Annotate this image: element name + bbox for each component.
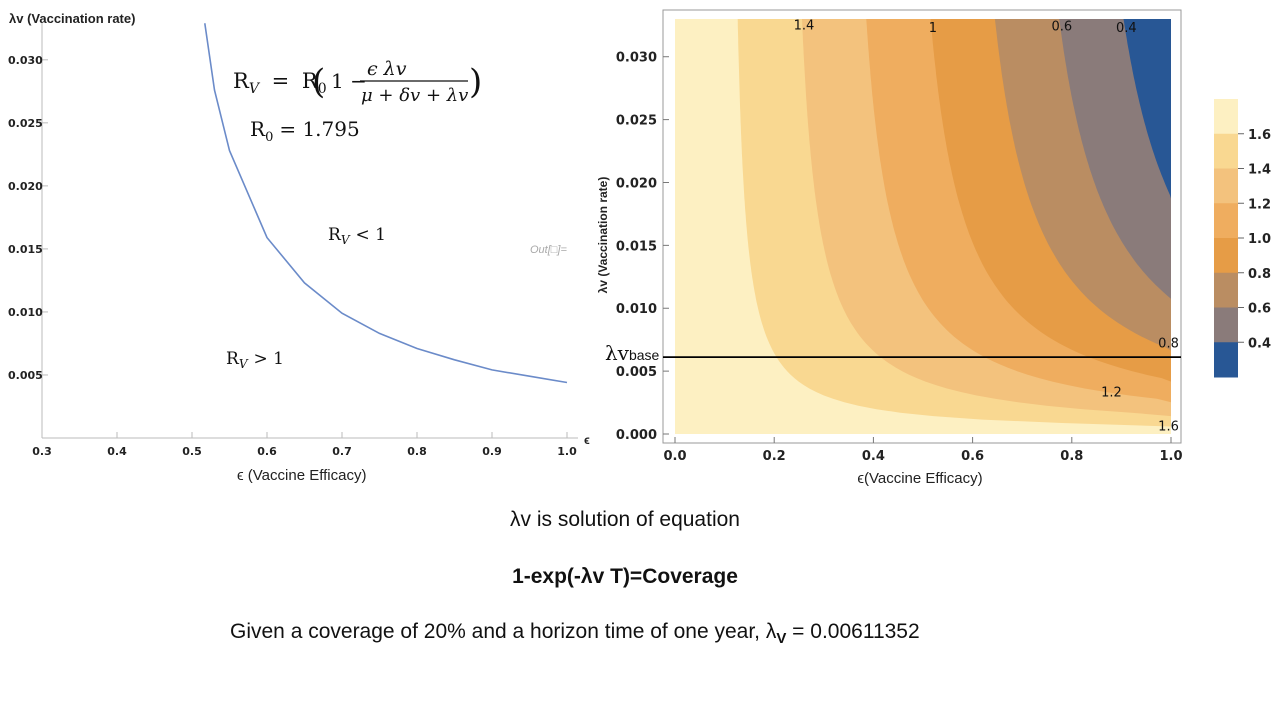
right-x-tick-label: 0.4 <box>862 449 885 464</box>
right-y-tick-label: 0.025 <box>616 114 657 129</box>
right-y-tick-label: 0.000 <box>616 428 657 443</box>
legend-tick-label: 1.2 <box>1248 197 1271 212</box>
legend-tick-label: 0.4 <box>1248 336 1271 351</box>
contour-label: 1.6 <box>1158 419 1179 434</box>
legend-swatch <box>1214 342 1238 378</box>
right-x-tick-label: 1.0 <box>1159 449 1182 464</box>
left-y-tick-label: 0.020 <box>8 180 43 193</box>
right-y-tick-label: 0.030 <box>616 51 657 66</box>
right-x-tick-label: 0.8 <box>1060 449 1083 464</box>
right-x-tick-label: 0.6 <box>961 449 984 464</box>
r0-value: R0 = 1.795 <box>250 117 360 145</box>
right-x-label: ϵ(Vaccine Efficacy) <box>857 470 982 487</box>
legend-tick-label: 1.4 <box>1248 163 1271 178</box>
right-y-tick-label: 0.005 <box>616 365 657 380</box>
left-y-label: λv (Vaccination rate) <box>9 11 135 26</box>
svg-text:ϵ λv: ϵ λv <box>367 58 407 80</box>
left-x-tick-label: 0.8 <box>407 445 427 458</box>
left-y-tick-label: 0.010 <box>8 306 43 319</box>
right-y-tick-label: 0.020 <box>616 176 657 191</box>
svg-text:): ) <box>469 62 482 102</box>
legend-tick-label: 0.8 <box>1248 267 1271 282</box>
out-label: Out[□]= <box>530 244 567 256</box>
rv-equation: RV = R0 ( 1 − ϵ λv μ + δv + λv ) <box>233 58 482 106</box>
left-x-tick-label: 1.0 <box>557 445 577 458</box>
legend-swatch <box>1214 238 1238 274</box>
svg-text:RV = R0: RV = R0 <box>233 69 327 98</box>
svg-text:(: ( <box>312 62 325 102</box>
legend-swatch <box>1214 307 1238 343</box>
left-x-tick-label: 0.9 <box>482 445 502 458</box>
legend-swatch <box>1214 168 1238 204</box>
lambda-base-label: λvbase <box>605 341 660 365</box>
region-rv-above-one: RV > 1 <box>226 349 284 371</box>
threshold-curve <box>204 23 568 384</box>
legend-tick-label: 0.6 <box>1248 302 1271 317</box>
left-x-label: ϵ (Vaccine Efficacy) <box>237 467 366 484</box>
contour-legend: 1.6 1.4 1.2 1.0 0.8 0.6 0.4 <box>1214 99 1271 378</box>
contour-label: 0.4 <box>1116 21 1137 36</box>
legend-swatch <box>1214 99 1238 135</box>
figure-canvas: 0.005 0.010 0.015 0.020 0.025 0.030 0.3 0.4 0.5… <box>8 9 1271 487</box>
right-y-label: λv (Vaccination rate) <box>596 177 610 294</box>
legend-swatch <box>1214 272 1238 308</box>
left-line-chart: 0.005 0.010 0.015 0.020 0.025 0.030 0.3 0.4 0.5… <box>8 11 590 484</box>
left-x-axis-end-label: ϵ <box>584 433 590 447</box>
legend-swatch <box>1214 203 1238 239</box>
left-x-tick-label: 0.6 <box>257 445 277 458</box>
legend-tick-label: 1.6 <box>1248 128 1271 143</box>
left-y-tick-label: 0.015 <box>8 243 43 256</box>
right-x-tick-label: 0.2 <box>763 449 786 464</box>
lambda-result-line: Given a coverage of 20% and a horizon ti… <box>230 620 920 648</box>
left-x-tick-label: 0.5 <box>182 445 202 458</box>
svg-text:μ + δv + λv: μ + δv + λv <box>361 85 468 106</box>
left-y-tick-label: 0.005 <box>8 369 43 382</box>
region-rv-below-one: RV < 1 <box>328 225 386 247</box>
right-contour-chart: 1.4 1 0.6 0.4 0.8 1.2 1.6 0.000 0.005 0.010 0.015… <box>596 9 1271 487</box>
coverage-equation: 1-exp(-λv T)=Coverage <box>512 565 738 588</box>
left-x-tick-label: 0.4 <box>107 445 127 458</box>
left-x-tick-label: 0.7 <box>332 445 352 458</box>
contour-label: 1 <box>929 21 937 36</box>
contour-band <box>1123 19 1171 199</box>
legend-tick-label: 1.0 <box>1248 232 1271 247</box>
right-x-tick-label: 0.0 <box>663 449 686 464</box>
contour-label: 0.6 <box>1052 20 1073 35</box>
right-y-tick-label: 0.010 <box>616 302 657 317</box>
left-y-tick-label: 0.030 <box>8 54 43 67</box>
contour-label: 1.4 <box>794 18 815 33</box>
explanation-line: λv is solution of equation <box>510 508 740 531</box>
left-y-tick-label: 0.025 <box>8 117 43 130</box>
contour-label: 1.2 <box>1101 386 1122 401</box>
left-x-tick-label: 0.3 <box>32 445 52 458</box>
legend-swatch <box>1214 133 1238 169</box>
right-y-tick-label: 0.015 <box>616 239 657 254</box>
contour-label: 0.8 <box>1158 336 1179 351</box>
